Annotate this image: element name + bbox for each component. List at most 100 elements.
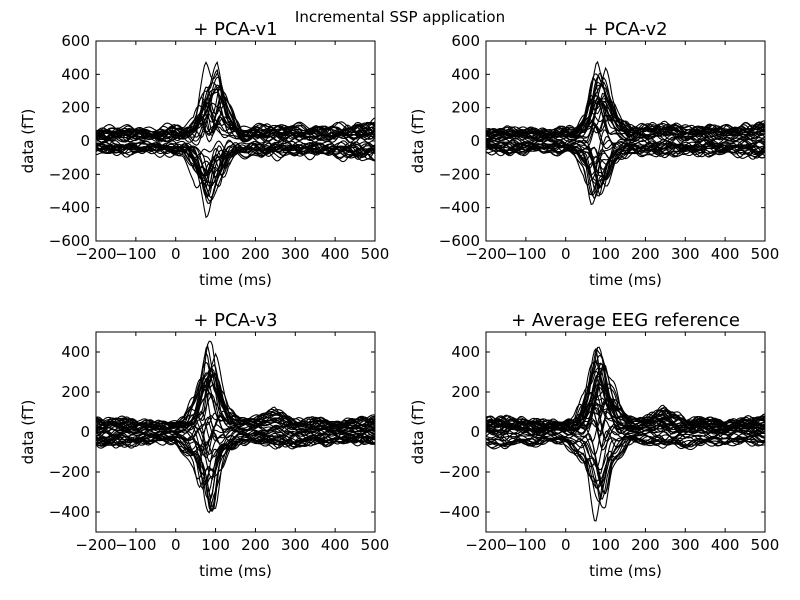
- trace-line: [486, 106, 765, 140]
- trace-line: [486, 146, 765, 188]
- x-axis-label: time (ms): [589, 271, 662, 289]
- trace-line: [96, 438, 375, 512]
- trace-line: [96, 364, 375, 429]
- trace-line: [96, 432, 375, 473]
- trace-line: [96, 428, 375, 463]
- trace-line: [486, 354, 765, 427]
- trace-line: [486, 364, 765, 430]
- x-tick-label: −200: [465, 245, 506, 263]
- trace-line: [96, 388, 375, 432]
- trace-line: [96, 149, 375, 202]
- trace-line: [486, 140, 765, 176]
- trace-line: [486, 409, 765, 443]
- trace-line: [96, 68, 375, 136]
- x-tick-label: 200: [631, 245, 660, 263]
- y-axis-label: data (fT): [19, 400, 37, 465]
- trace-line: [486, 60, 765, 136]
- trace-line: [486, 114, 765, 142]
- trace-line: [486, 433, 765, 489]
- y-axis-label: data (fT): [19, 109, 37, 174]
- y-tick-label: 200: [61, 383, 90, 401]
- x-tick-label: 400: [711, 536, 740, 554]
- x-tick-label: −100: [115, 245, 156, 263]
- trace-line: [96, 340, 375, 426]
- trace-line: [486, 398, 765, 432]
- trace-line: [96, 383, 375, 431]
- trace-group: [486, 346, 765, 522]
- x-tick-label: −100: [505, 536, 546, 554]
- y-tick-label: 200: [451, 99, 480, 117]
- y-tick-label: 0: [80, 423, 90, 441]
- x-tick-label: 200: [241, 245, 270, 263]
- x-tick-label: 500: [751, 245, 780, 263]
- trace-line: [486, 436, 765, 489]
- trace-line: [96, 433, 375, 481]
- trace-group: [96, 60, 375, 219]
- x-tick-label: 400: [711, 245, 740, 263]
- y-tick-label: 600: [61, 32, 90, 50]
- trace-line: [486, 437, 765, 500]
- x-tick-label: 200: [631, 536, 660, 554]
- trace-line: [486, 147, 765, 196]
- y-tick-label: 400: [451, 343, 480, 361]
- trace-line: [96, 146, 375, 205]
- x-tick-label: −200: [75, 245, 116, 263]
- trace-line: [96, 113, 375, 146]
- y-tick-label: −200: [49, 463, 90, 481]
- trace-line: [96, 114, 375, 142]
- x-tick-label: −100: [505, 245, 546, 263]
- x-tick-label: −200: [465, 536, 506, 554]
- y-tick-label: −600: [439, 232, 480, 250]
- x-tick-label: 100: [201, 536, 230, 554]
- trace-line: [96, 437, 375, 512]
- trace-line: [486, 419, 765, 456]
- trace-line: [96, 102, 375, 139]
- x-tick-label: 500: [361, 245, 390, 263]
- y-tick-label: −400: [439, 199, 480, 217]
- x-tick-label: 500: [751, 536, 780, 554]
- x-axis-label: time (ms): [199, 562, 272, 580]
- x-tick-label: 400: [321, 245, 350, 263]
- trace-line: [96, 410, 375, 441]
- figure-suptitle: Incremental SSP application: [294, 8, 506, 26]
- trace-line: [96, 142, 375, 188]
- x-axis-label: time (ms): [589, 562, 662, 580]
- trace-line: [486, 436, 765, 495]
- y-tick-label: 600: [451, 32, 480, 50]
- y-tick-label: −400: [49, 199, 90, 217]
- y-tick-label: −400: [439, 503, 480, 521]
- trace-line: [486, 97, 765, 139]
- x-tick-label: 0: [561, 245, 571, 263]
- x-tick-label: −200: [75, 536, 116, 554]
- trace-line: [486, 143, 765, 197]
- x-tick-label: 0: [171, 245, 181, 263]
- y-axis-label: data (fT): [409, 109, 427, 174]
- x-tick-label: 300: [281, 245, 310, 263]
- panel-title: + PCA-v2: [583, 19, 667, 40]
- trace-group: [96, 340, 375, 514]
- trace-line: [486, 94, 765, 139]
- y-tick-label: −200: [439, 463, 480, 481]
- x-tick-label: 500: [361, 536, 390, 554]
- x-tick-label: 300: [281, 536, 310, 554]
- trace-line: [96, 146, 375, 219]
- y-tick-label: −200: [49, 165, 90, 183]
- y-tick-label: 200: [61, 99, 90, 117]
- x-tick-label: 0: [171, 536, 181, 554]
- x-tick-label: 300: [671, 245, 700, 263]
- panel-title: + Average EEG reference: [511, 310, 740, 331]
- y-tick-label: 0: [80, 132, 90, 150]
- trace-line: [96, 96, 375, 137]
- x-tick-label: 100: [591, 536, 620, 554]
- x-tick-label: 100: [591, 245, 620, 263]
- trace-line: [96, 372, 375, 428]
- y-tick-label: 400: [61, 343, 90, 361]
- y-tick-label: −400: [49, 503, 90, 521]
- trace-line: [96, 426, 375, 452]
- trace-line: [486, 433, 765, 471]
- x-tick-label: 100: [201, 245, 230, 263]
- y-tick-label: 400: [61, 65, 90, 83]
- trace-line: [486, 375, 765, 429]
- x-tick-label: 200: [241, 536, 270, 554]
